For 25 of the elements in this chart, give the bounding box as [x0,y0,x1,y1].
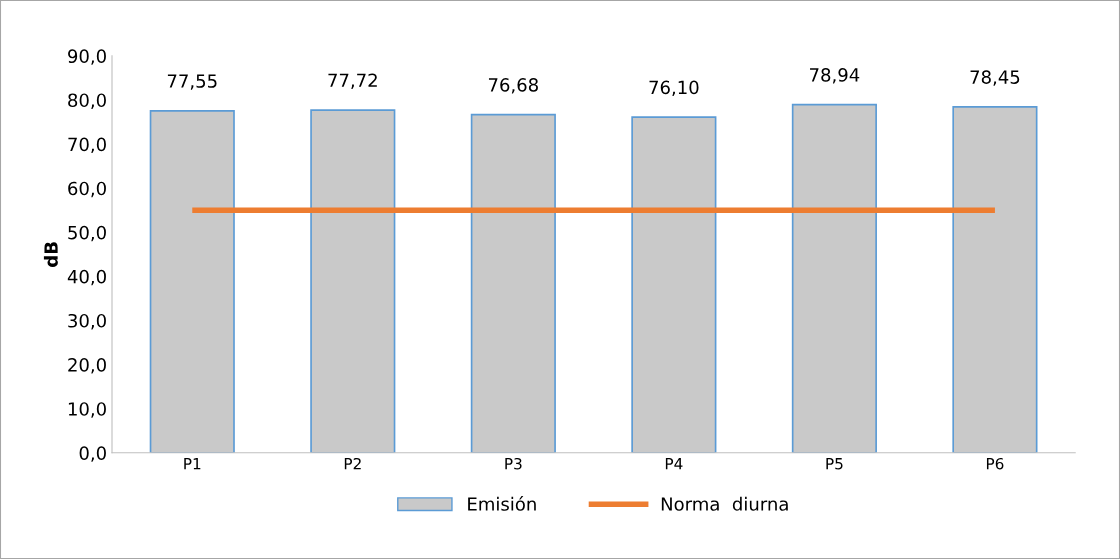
x-tick-label: P6 [986,457,1004,470]
y-tick-label: 30,0 [68,313,106,330]
data-label: 78,94 [810,68,860,84]
x-tick-label: P1 [184,458,201,470]
data-label: 78,45 [970,70,1020,86]
y-tick-label: 0,0 [79,446,106,462]
x-tick-label: P2 [344,457,361,470]
y-tick-label: 90,0 [68,49,106,65]
data-label: 76,68 [488,78,538,94]
y-tick-label: 10,0 [68,402,106,418]
data-label: 77,55 [167,74,217,90]
data-label: 77,72 [328,73,377,89]
y-tick-label: 80,0 [68,93,106,109]
x-tick-label: P4 [665,458,683,470]
y-axis-title: dB [43,242,58,267]
x-tick-label: P5 [826,458,843,470]
y-tick-label: 20,0 [68,358,106,374]
y-tick-label: 40,0 [67,269,106,286]
y-tick-label: 60,0 [68,181,106,198]
legend-label: Emisión [468,496,536,511]
x-tick-label: P3 [505,457,522,470]
data-label: 76,10 [649,80,699,97]
y-tick-label: 70,0 [68,137,106,154]
y-tick-label: 50,0 [68,225,106,242]
legend-label: Norma diurna [661,496,788,511]
